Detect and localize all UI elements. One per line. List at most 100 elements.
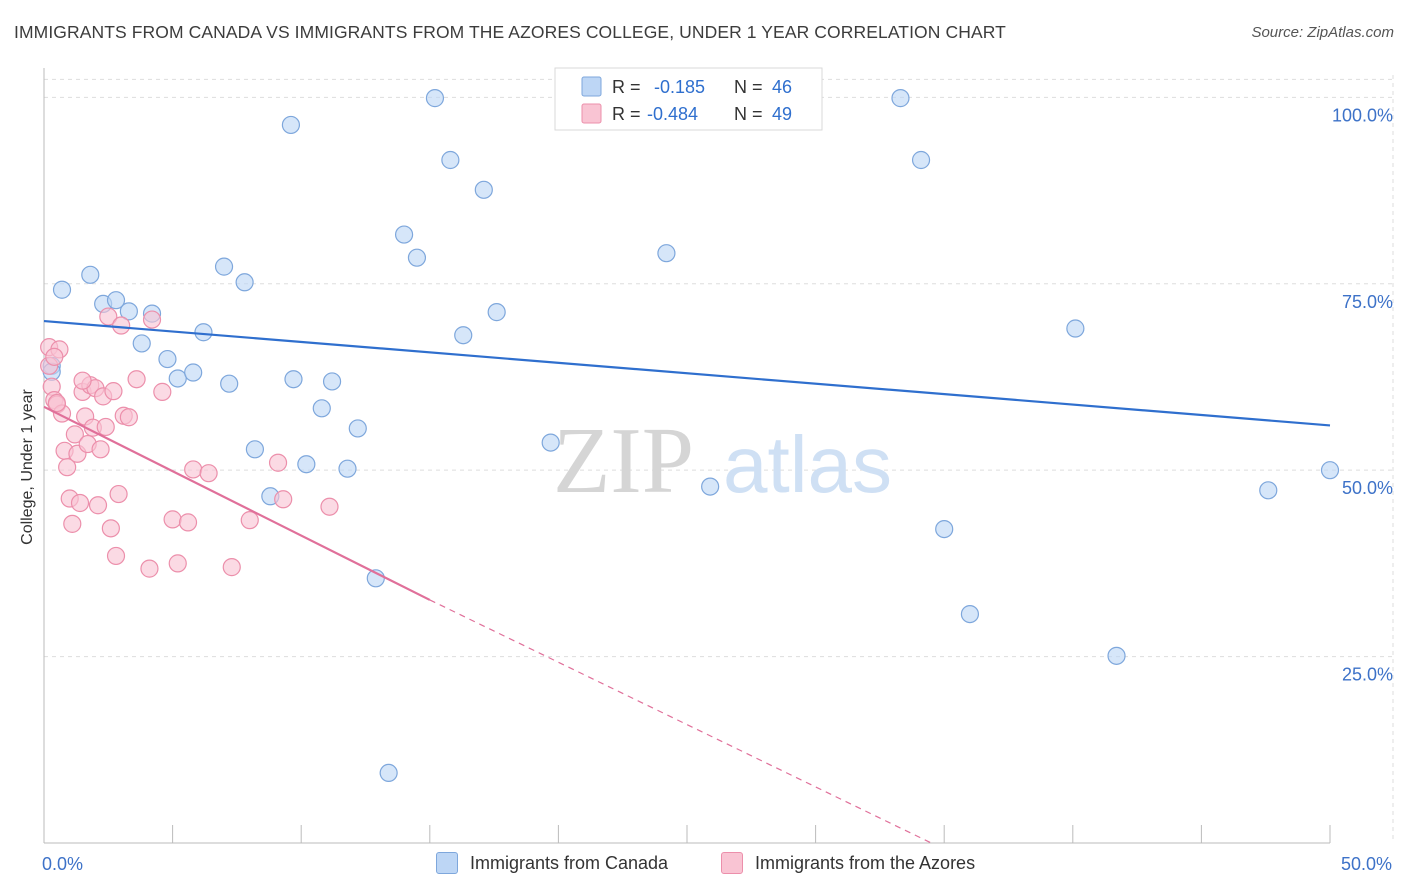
azores-point xyxy=(88,496,108,515)
canada-point xyxy=(52,280,72,299)
canada-point xyxy=(220,374,239,393)
canada-point xyxy=(454,326,473,345)
y-tick-label: 50.0% xyxy=(1342,478,1393,498)
azores-point xyxy=(58,458,77,477)
canada-point xyxy=(541,433,560,452)
stats-r-label-azores: R = xyxy=(612,104,641,124)
canada-trend-line xyxy=(43,319,1331,427)
canada-point xyxy=(284,370,303,389)
canada-point xyxy=(81,265,100,284)
canada-point xyxy=(891,89,910,108)
azores-point xyxy=(184,460,203,479)
legend-item-canada: Immigrants from Canada xyxy=(436,852,668,874)
azores-point xyxy=(140,559,159,578)
azores-trend-line xyxy=(43,405,431,601)
canada-point xyxy=(348,419,367,438)
canada-point xyxy=(245,440,265,459)
azores-point xyxy=(47,393,66,413)
chart-source: Source: ZipAtlas.com xyxy=(1251,24,1394,41)
azores-point xyxy=(91,440,110,459)
azores-point xyxy=(199,464,218,483)
azores-point xyxy=(63,514,82,533)
canada-point xyxy=(322,372,342,391)
canada-point xyxy=(487,303,506,322)
watermark-zip: ZIP xyxy=(553,409,694,513)
legend-label-canada: Immigrants from Canada xyxy=(470,852,669,873)
canada-point xyxy=(379,763,398,783)
azores-point xyxy=(73,371,92,390)
canada-point xyxy=(297,455,316,474)
azores-point xyxy=(222,558,241,577)
azores-point xyxy=(119,408,138,427)
canada-point xyxy=(119,302,138,321)
stats-legend-swatch-canada xyxy=(581,76,602,97)
azores-point xyxy=(320,497,339,516)
azores-point xyxy=(96,417,115,437)
azores-point xyxy=(104,382,123,401)
x-tick-label: 0.0% xyxy=(42,854,83,874)
canada-point xyxy=(935,519,954,539)
canada-point xyxy=(960,604,980,624)
stats-n-value-canada: 46 xyxy=(772,77,792,97)
tick-labels: 100.0% 75.0% 50.0% 25.0% 0.0% 50.0% xyxy=(42,105,1393,874)
watermark-atlas: atlas xyxy=(723,420,892,509)
azores-point xyxy=(168,554,187,573)
legend-swatch-canada xyxy=(436,852,458,874)
canada-point xyxy=(657,244,676,263)
stats-legend-swatch-azores xyxy=(581,103,602,124)
canada-point xyxy=(474,180,493,199)
canada-point xyxy=(168,369,187,388)
canada-point xyxy=(1320,461,1340,480)
azores-point xyxy=(99,307,118,326)
canada-point xyxy=(338,459,357,478)
azores-point xyxy=(106,546,126,566)
stats-n-value-azores: 49 xyxy=(772,104,792,124)
canada-point xyxy=(701,477,720,496)
azores-point xyxy=(163,510,182,529)
axes xyxy=(43,68,1331,844)
canada-point xyxy=(312,399,331,418)
canada-point xyxy=(394,225,414,244)
canada-point xyxy=(132,334,151,353)
azores-point xyxy=(109,484,128,504)
azores-point xyxy=(240,511,259,530)
azores-point xyxy=(153,382,172,401)
canada-point xyxy=(194,323,213,342)
canada-point xyxy=(1259,481,1278,500)
azores-point xyxy=(101,519,120,538)
canada-point xyxy=(235,273,254,292)
canada-point xyxy=(1107,646,1126,665)
legend-label-azores: Immigrants from the Azores xyxy=(755,852,976,873)
legend-swatch-azores xyxy=(721,852,743,874)
canada-point xyxy=(214,257,234,276)
trend-lines xyxy=(43,319,1331,844)
canada-point xyxy=(425,89,445,108)
canada-point xyxy=(1066,319,1085,338)
azores-point xyxy=(178,513,198,532)
canada-point xyxy=(911,150,931,170)
y-tick-label: 25.0% xyxy=(1342,665,1393,685)
azores-point xyxy=(45,347,64,366)
chart-title: IMMIGRANTS FROM CANADA VS IMMIGRANTS FRO… xyxy=(14,22,1006,42)
canada-point xyxy=(106,291,126,310)
stats-r-value-canada: -0.185 xyxy=(654,77,705,97)
stats-n-label-azores: N = xyxy=(734,104,763,124)
stats-r-label-canada: R = xyxy=(612,77,641,97)
gridlines xyxy=(44,75,1394,843)
canada-point xyxy=(184,363,203,382)
azores-point xyxy=(127,370,146,389)
canada-point xyxy=(407,248,427,267)
azores-point xyxy=(274,490,293,509)
y-tick-label: 75.0% xyxy=(1342,292,1393,312)
watermark: ZIP atlas xyxy=(553,409,892,513)
x-tick-label: 50.0% xyxy=(1341,854,1392,874)
azores-point xyxy=(142,310,162,329)
azores-point xyxy=(65,425,84,444)
canada-point xyxy=(281,115,301,135)
canada-point xyxy=(158,349,177,369)
stats-legend: R = -0.185 N = 46 R = -0.484 N = 49 xyxy=(554,67,823,131)
azores-point xyxy=(268,453,288,472)
y-axis-label: College, Under 1 year xyxy=(19,389,36,545)
azores-point xyxy=(70,493,90,513)
